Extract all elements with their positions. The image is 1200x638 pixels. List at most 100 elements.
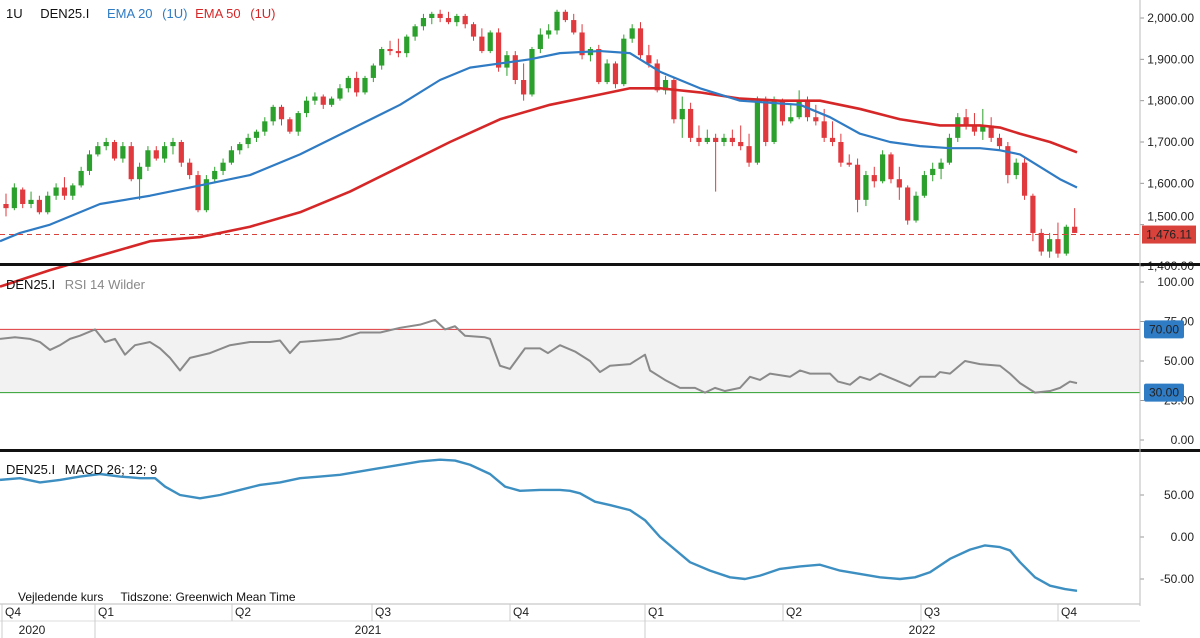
- candle[interactable]: [996, 137, 1003, 147]
- candle[interactable]: [763, 100, 769, 142]
- candle[interactable]: [1072, 226, 1078, 233]
- candle[interactable]: [454, 15, 460, 23]
- candle[interactable]: [854, 164, 861, 200]
- ema20-legend[interactable]: EMA 20 (1U): [107, 6, 191, 21]
- candle[interactable]: [980, 125, 986, 132]
- rsi-label[interactable]: RSI 14 Wilder: [64, 277, 145, 292]
- ema50-legend[interactable]: EMA 50 (1U): [195, 6, 275, 21]
- candle[interactable]: [754, 100, 760, 163]
- candle[interactable]: [203, 179, 209, 211]
- candle[interactable]: [871, 175, 877, 182]
- macd-label[interactable]: MACD 26; 12; 9: [64, 462, 158, 477]
- candle[interactable]: [721, 137, 727, 142]
- candle[interactable]: [921, 175, 927, 196]
- candle[interactable]: [846, 162, 852, 165]
- candle[interactable]: [521, 80, 527, 95]
- ema50-line[interactable]: [0, 86, 1078, 288]
- candle[interactable]: [354, 77, 360, 93]
- candle[interactable]: [162, 146, 168, 159]
- candle[interactable]: [971, 125, 978, 132]
- candle[interactable]: [729, 137, 735, 142]
- candle[interactable]: [1030, 195, 1036, 233]
- candle[interactable]: [487, 32, 493, 52]
- candle[interactable]: [963, 117, 969, 126]
- candle[interactable]: [930, 168, 936, 176]
- candle[interactable]: [28, 199, 34, 204]
- candle[interactable]: [70, 185, 76, 196]
- candle[interactable]: [738, 142, 744, 147]
- candle[interactable]: [662, 80, 669, 91]
- candle[interactable]: [546, 30, 552, 35]
- candle[interactable]: [913, 195, 919, 221]
- candle[interactable]: [228, 150, 235, 163]
- candle[interactable]: [212, 170, 218, 180]
- candle[interactable]: [562, 11, 568, 21]
- candle[interactable]: [880, 154, 886, 182]
- candle[interactable]: [596, 49, 602, 83]
- candle[interactable]: [796, 100, 802, 118]
- candle[interactable]: [78, 170, 84, 186]
- candle[interactable]: [145, 150, 151, 167]
- candle[interactable]: [111, 142, 118, 159]
- candle[interactable]: [629, 28, 635, 39]
- candle[interactable]: [136, 166, 143, 180]
- candle[interactable]: [178, 142, 184, 163]
- candle[interactable]: [437, 13, 443, 18]
- candle[interactable]: [1047, 239, 1053, 252]
- candle[interactable]: [153, 150, 159, 159]
- candle[interactable]: [329, 98, 335, 105]
- candle[interactable]: [821, 121, 827, 138]
- candle[interactable]: [320, 96, 326, 105]
- candle[interactable]: [813, 117, 819, 122]
- rsi-line[interactable]: [0, 318, 1078, 394]
- candle[interactable]: [637, 28, 644, 56]
- candle[interactable]: [529, 49, 535, 95]
- candle[interactable]: [20, 189, 26, 204]
- candle[interactable]: [395, 51, 401, 54]
- ema20-line[interactable]: [0, 49, 1078, 243]
- candle[interactable]: [1063, 226, 1069, 254]
- candle[interactable]: [679, 108, 685, 120]
- candle[interactable]: [120, 146, 126, 159]
- candle[interactable]: [11, 187, 17, 209]
- candle[interactable]: [829, 137, 836, 142]
- candle[interactable]: [604, 63, 610, 83]
- candle[interactable]: [713, 137, 719, 142]
- candle[interactable]: [387, 49, 393, 52]
- candle[interactable]: [86, 154, 93, 171]
- candle[interactable]: [771, 100, 777, 142]
- candle[interactable]: [187, 162, 193, 176]
- candle[interactable]: [888, 154, 894, 180]
- candle[interactable]: [420, 18, 427, 27]
- candle[interactable]: [1013, 162, 1019, 176]
- candle[interactable]: [245, 137, 251, 145]
- candle[interactable]: [370, 65, 376, 78]
- candle[interactable]: [612, 63, 619, 85]
- candle[interactable]: [429, 13, 435, 18]
- candle[interactable]: [938, 162, 944, 169]
- candle[interactable]: [3, 204, 9, 209]
- candle[interactable]: [128, 146, 134, 180]
- candle[interactable]: [946, 137, 953, 163]
- candle[interactable]: [621, 38, 627, 85]
- candle[interactable]: [646, 55, 652, 64]
- candle[interactable]: [537, 34, 543, 49]
- candle[interactable]: [295, 113, 301, 132]
- candle[interactable]: [287, 119, 293, 132]
- candle[interactable]: [788, 117, 794, 122]
- candle[interactable]: [36, 199, 42, 213]
- candle[interactable]: [512, 55, 518, 80]
- candle[interactable]: [905, 187, 911, 221]
- candle[interactable]: [278, 106, 285, 120]
- candle[interactable]: [412, 26, 418, 37]
- candle[interactable]: [504, 55, 510, 68]
- candle[interactable]: [746, 146, 752, 163]
- candle[interactable]: [337, 88, 343, 99]
- candle[interactable]: [95, 146, 101, 155]
- candle[interactable]: [470, 24, 477, 37]
- candle[interactable]: [838, 142, 844, 163]
- macd-line[interactable]: [0, 458, 1078, 592]
- candle[interactable]: [671, 80, 677, 120]
- candle[interactable]: [61, 187, 68, 196]
- candle[interactable]: [688, 108, 694, 138]
